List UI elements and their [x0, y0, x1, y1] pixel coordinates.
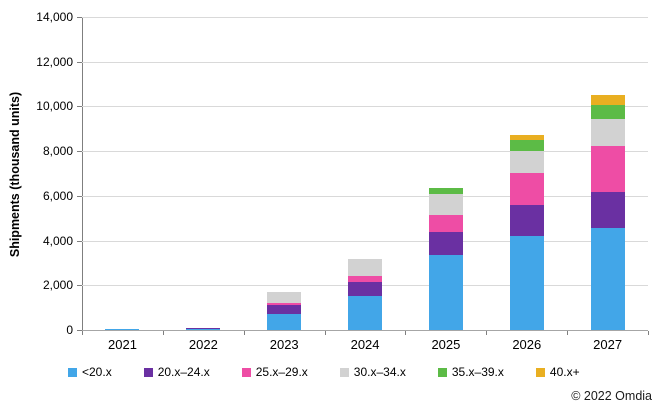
bar-segment-2025	[428, 214, 463, 232]
y-tick-label: 8,000	[42, 144, 73, 159]
x-axis-tick	[243, 331, 245, 335]
y-tick-label: 10,000	[36, 99, 73, 114]
x-tick-label-2026: 2026	[512, 337, 542, 352]
bar-segment-2024	[348, 281, 382, 297]
bar-segment-2023	[267, 291, 302, 303]
x-tick-label-2024: 2024	[350, 337, 380, 352]
x-tick-label-2023: 2023	[269, 337, 299, 352]
y-tick-label: 6,000	[42, 188, 73, 203]
legend-item: 35.x–39.x	[437, 365, 504, 379]
legend-swatch-icon	[339, 367, 349, 377]
x-tick-label-2021: 2021	[108, 337, 137, 352]
x-tick-label-2022: 2022	[188, 337, 218, 352]
bar-segment-2022	[186, 328, 221, 330]
bar-segment-2022	[186, 327, 221, 329]
y-axis-tick	[77, 240, 82, 242]
legend-swatch-icon	[68, 367, 77, 377]
x-axis	[77, 330, 648, 331]
legend-label: <20.x	[82, 365, 112, 379]
legend-item: 30.x–34.x	[339, 365, 406, 379]
bar-segment-2023	[267, 302, 302, 305]
bar-segment-2026	[509, 139, 544, 152]
bar-segment-2025	[428, 255, 463, 330]
bar-segment-2026	[509, 172, 544, 206]
legend-label: 40.x+	[549, 365, 580, 379]
plot-area	[82, 17, 648, 330]
y-tick-label: 2,000	[42, 278, 73, 293]
bar-2027	[590, 95, 625, 330]
gridline	[82, 195, 648, 197]
bar-segment-2025	[428, 231, 463, 256]
bar-segment-2026	[509, 205, 544, 237]
x-tick-label-2027: 2027	[593, 337, 623, 352]
bar-segment-2027	[590, 228, 625, 330]
gridline	[82, 240, 648, 242]
y-axis-tick	[77, 151, 82, 153]
bar-2023	[267, 291, 302, 330]
y-axis-tick	[77, 106, 82, 108]
gridline	[82, 106, 648, 108]
legend-swatch-icon	[437, 367, 447, 377]
bar-segment-2021	[105, 329, 140, 330]
bar-segment-2023	[267, 314, 302, 330]
bar-segment-2024	[348, 259, 382, 277]
bar-segment-2025	[428, 193, 463, 215]
y-tick-label: 0	[66, 323, 73, 337]
bar-2022	[186, 327, 221, 330]
legend-label: 25.x–29.x	[255, 365, 308, 379]
bar-segment-2027	[590, 95, 625, 105]
y-tick-label: 14,000	[36, 10, 73, 24]
bar-segment-2026	[509, 134, 544, 140]
x-axis-tick	[648, 331, 649, 335]
legend-swatch-icon	[535, 367, 545, 377]
bar-segment-2025	[428, 188, 463, 194]
gridline	[82, 61, 648, 63]
x-axis-tick	[486, 331, 488, 335]
gridline	[82, 17, 648, 18]
y-axis	[82, 17, 83, 330]
legend-label: 35.x–39.x	[451, 365, 504, 379]
bar-2024	[348, 259, 382, 330]
x-tick-label-2025: 2025	[431, 337, 461, 352]
legend: <20.x 20.x–24.x 25.x–29.x 30.x–34.x 35.x–39.…	[0, 365, 660, 379]
bar-segment-2027	[590, 118, 625, 147]
bar-segment-2023	[267, 304, 302, 315]
x-axis-tick	[324, 331, 326, 335]
y-axis-tick	[77, 285, 82, 287]
bar-2026	[509, 134, 544, 330]
legend-label: 30.x–34.x	[353, 365, 406, 379]
y-axis-tick	[77, 195, 82, 197]
x-axis-tick	[162, 331, 164, 335]
bar-2021	[105, 329, 140, 330]
y-axis-tick	[77, 17, 82, 18]
gridline	[82, 151, 648, 153]
legend-label: 20.x–24.x	[157, 365, 210, 379]
y-axis-tick	[77, 61, 82, 63]
legend-item: 40.x+	[535, 365, 580, 379]
legend-swatch-icon	[143, 367, 153, 377]
bar-segment-2026	[509, 236, 544, 330]
y-axis-tick	[77, 330, 82, 331]
bar-segment-2027	[590, 104, 625, 119]
bar-segment-2024	[348, 296, 382, 330]
bar-segment-2024	[348, 276, 382, 282]
copyright: © 2022 Omdia	[571, 389, 652, 403]
bar-segment-2027	[590, 191, 625, 229]
bar-segment-2027	[590, 146, 625, 192]
x-axis-tick	[567, 331, 569, 335]
legend-swatch-icon	[241, 367, 251, 377]
bar-segment-2026	[509, 151, 544, 173]
y-tick-label: 12,000	[36, 54, 73, 69]
bar-2025	[428, 188, 463, 330]
x-axis-tick	[405, 331, 407, 335]
x-axis-tick	[82, 331, 83, 335]
legend-item: <20.x	[68, 365, 112, 379]
legend-item: 20.x–24.x	[143, 365, 210, 379]
legend-item: 25.x–29.x	[241, 365, 308, 379]
y-tick-label: 4,000	[42, 233, 73, 248]
